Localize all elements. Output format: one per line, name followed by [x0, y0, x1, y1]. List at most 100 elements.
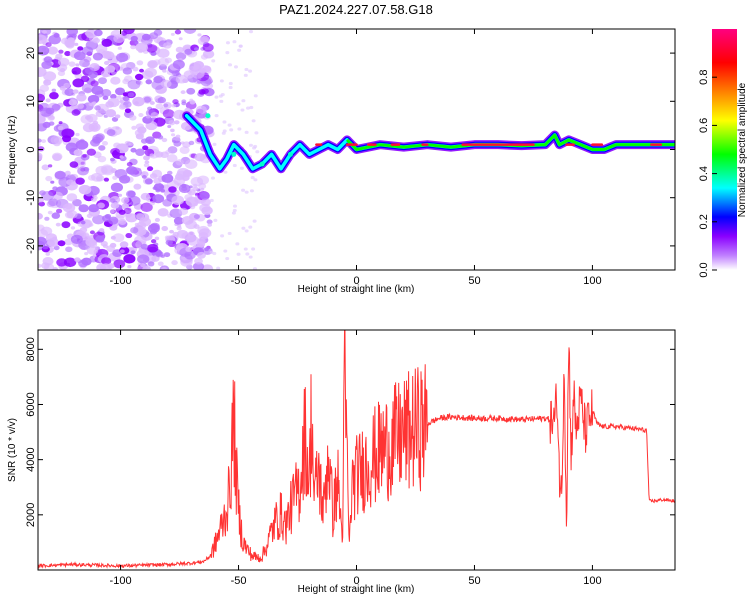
spectral-blob [119, 174, 131, 184]
spectral-blob [140, 192, 151, 201]
spectral-blob [252, 219, 257, 223]
spectral-blob [107, 97, 120, 108]
spectral-blob [192, 262, 205, 270]
spectral-blob [185, 197, 199, 207]
spectral-blob [92, 101, 97, 105]
spectral-blob [255, 150, 260, 154]
spectral-blob [248, 69, 253, 73]
spectral-blob [243, 247, 248, 251]
spectral-blob [157, 208, 169, 217]
spectral-blob [79, 227, 88, 233]
spectral-blob [118, 218, 127, 226]
spectral-blob [118, 193, 123, 197]
spectral-blob [66, 179, 74, 186]
spectral-blob [38, 111, 42, 116]
spectral-blob [241, 188, 246, 192]
spectral-blob [98, 145, 106, 151]
spectrogram-y-label: Frequency (Hz) [7, 116, 18, 185]
spectral-blob [212, 142, 217, 146]
spectral-blob [153, 177, 162, 185]
spectral-blob [129, 114, 137, 121]
spectral-blob [155, 251, 164, 258]
spectral-blob [88, 71, 98, 79]
spectral-blob [86, 148, 97, 156]
spectral-blob [157, 57, 170, 67]
spectral-blob [55, 222, 61, 227]
spectral-blob [123, 254, 136, 264]
spectral-blob [249, 30, 254, 34]
spectral-blob [88, 122, 101, 132]
spectral-blob [193, 47, 199, 51]
spectrogram-x-label: Height of straight line (km) [298, 284, 415, 295]
spectral-blob [72, 78, 85, 88]
ridge-strong [345, 133, 675, 151]
spectral-blob [113, 203, 118, 207]
spectral-blob [73, 149, 83, 157]
snr-x-ticks: -100 -50 0 50 100 [110, 330, 602, 587]
spectral-blob [139, 217, 152, 227]
spectral-blob [56, 258, 68, 267]
spectral-blob [231, 211, 236, 215]
snr-x-label: Height of straight line (km) [298, 584, 415, 595]
spectral-blob [38, 224, 45, 231]
spectral-blob [228, 63, 233, 67]
spectral-blob [50, 180, 55, 184]
spectral-blob [125, 190, 136, 198]
spectral-blob [86, 245, 99, 255]
spectral-blob [57, 70, 66, 77]
spectral-blob [214, 114, 219, 118]
spectral-blob [189, 98, 194, 102]
snr-y-ticks: 2000 4000 6000 8000 [25, 337, 675, 527]
spectral-blob [64, 39, 75, 48]
spectral-blob [197, 241, 206, 248]
spectral-blob [154, 217, 161, 222]
y-tick-label: -20 [25, 238, 37, 254]
spectral-blob [64, 51, 71, 57]
spectral-blob [71, 109, 81, 116]
spectral-blob [143, 155, 150, 161]
spectral-blob [166, 154, 178, 163]
spectral-blob [66, 29, 79, 36]
spectral-blob [136, 213, 145, 220]
spectral-blob [43, 79, 52, 86]
spectral-peak-dot [205, 113, 211, 119]
spectral-blob [47, 237, 59, 247]
spectral-blob [51, 88, 57, 93]
spectral-blob [163, 103, 169, 108]
spectral-blob [200, 54, 209, 60]
spectral-blob [201, 88, 209, 95]
y-tick-label: 6000 [25, 392, 37, 416]
spectral-blob [38, 229, 48, 238]
spectral-blob [48, 115, 55, 120]
spectral-blob [38, 93, 45, 103]
spectral-blob [141, 70, 154, 80]
spectral-blob [41, 60, 52, 70]
spectral-blob [137, 126, 147, 134]
spectral-blob [92, 52, 103, 61]
spectral-blob [239, 166, 244, 170]
spectral-blob [89, 35, 99, 43]
spectral-blob [61, 221, 71, 229]
spectral-blob [221, 131, 226, 135]
spectral-blob [152, 186, 158, 191]
spectral-blob [250, 175, 255, 180]
spectral-blob [51, 212, 61, 219]
spectral-blob [171, 195, 185, 206]
chart-title: PAZ1.2024.227.07.58.G18 [279, 2, 433, 17]
spectral-blob [74, 257, 81, 263]
spectral-blob [74, 42, 79, 46]
spectral-blob [241, 99, 246, 103]
spectral-blob [162, 69, 167, 73]
spectral-blob [185, 246, 193, 253]
spectral-blob [219, 79, 224, 83]
spectrogram-y-ticks: -20 -10 0 10 20 [25, 47, 675, 254]
spectral-blob [211, 59, 216, 63]
spectral-blob [180, 90, 186, 95]
spectral-blob [42, 121, 51, 129]
spectral-blob [139, 68, 145, 73]
spectral-blob [157, 135, 164, 140]
spectrogram-x-ticks: -100 -50 0 50 100 [110, 29, 602, 287]
spectral-blob [251, 119, 256, 123]
spectral-blob [76, 103, 85, 109]
spectral-blob [43, 56, 53, 63]
